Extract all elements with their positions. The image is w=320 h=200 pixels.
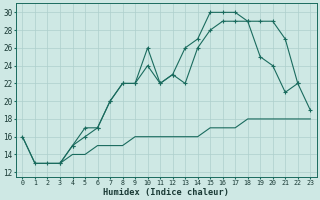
X-axis label: Humidex (Indice chaleur): Humidex (Indice chaleur) (103, 188, 229, 197)
